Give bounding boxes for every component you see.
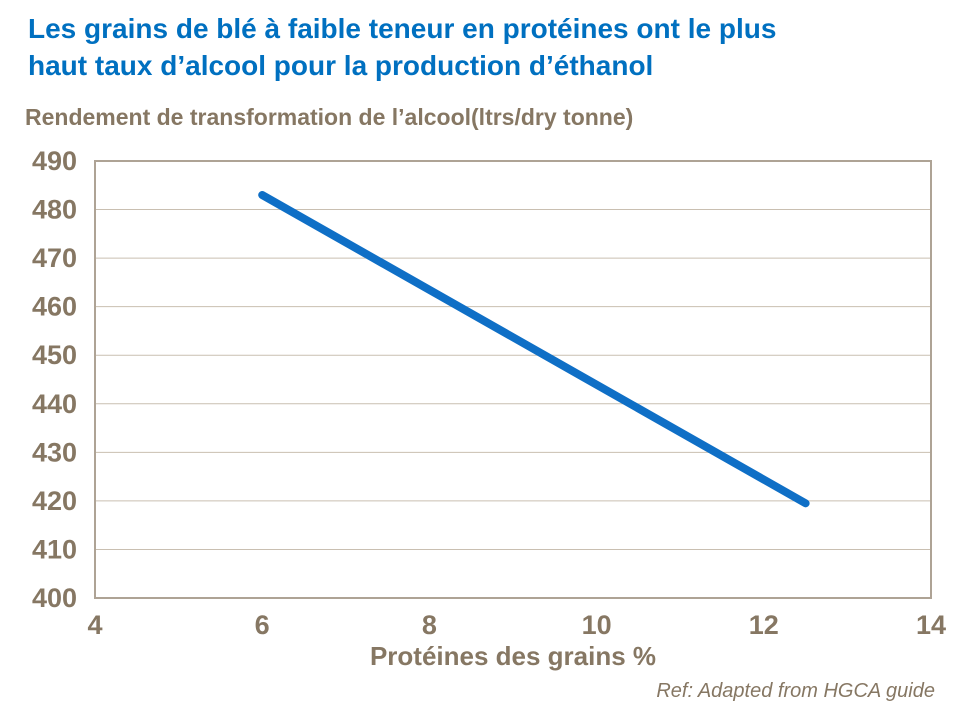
y-tick-label: 400 [32,583,77,613]
slide-title-line-2: haut taux d’alcool pour la production d’… [28,50,654,81]
chart-title-y-units: Rendement de transformation de l’alcool(… [25,104,634,130]
y-tick-label: 420 [32,486,77,516]
line-chart: 400 410 420 430 440 450 460 470 480 490 4 6 8 10 12 14 [32,146,946,640]
y-tick-label: 450 [32,340,77,370]
slide-title-line-1: Les grains de blé à faible teneur en pro… [28,13,777,44]
x-tick-label: 6 [255,610,270,640]
x-tick-label: 10 [582,610,612,640]
reference-note: Ref: Adapted from HGCA guide [656,680,935,702]
y-tick-label: 490 [32,146,77,176]
y-tick-label: 410 [32,534,77,564]
y-tick-label: 480 [32,195,77,225]
x-tick-label: 8 [422,610,437,640]
data-line [258,190,810,508]
x-tick-label: 4 [87,610,102,640]
x-tick-label: 14 [916,610,946,640]
x-axis-title: Protéines des grains % [369,641,657,671]
y-tick-label: 470 [32,243,77,273]
y-tick-label: 430 [32,437,77,467]
plot-border [94,160,932,599]
slide-title: Les grains de blé à faible teneur en pro… [28,10,938,84]
y-tick-label: 460 [32,292,77,322]
y-tick-label: 440 [32,389,77,419]
x-tick-label: 12 [749,610,779,640]
